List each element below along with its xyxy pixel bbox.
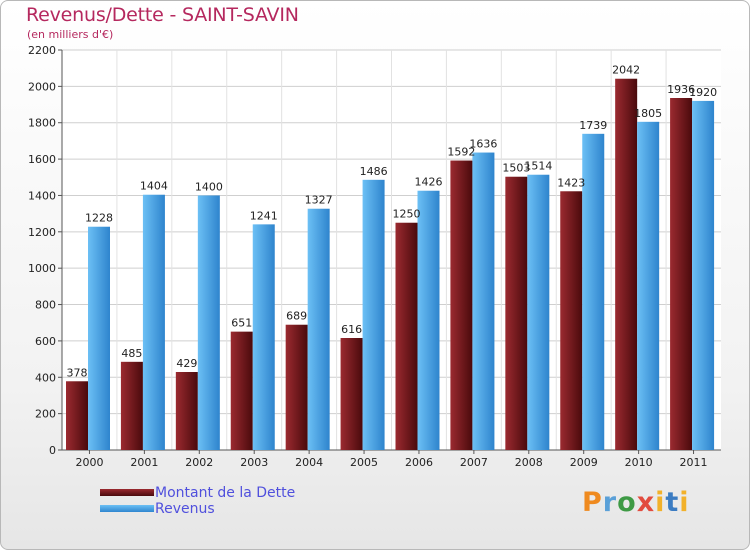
x-tick-label: 2004 (295, 456, 323, 469)
y-tick-label: 200 (35, 408, 56, 421)
bar-revenus (197, 195, 220, 450)
bar-dette (175, 372, 198, 450)
y-tick-label: 2000 (28, 80, 56, 93)
data-label: 1241 (250, 209, 278, 222)
data-label: 429 (176, 357, 197, 370)
legend-swatch-dette (100, 489, 154, 496)
x-tick-label: 2011 (680, 456, 708, 469)
x-tick-label: 2002 (185, 456, 213, 469)
logo-letter: x (636, 487, 656, 518)
y-tick-label: 800 (35, 299, 56, 312)
bar-revenus (142, 194, 165, 450)
data-label: 1426 (415, 176, 443, 189)
x-tick-label: 2005 (350, 456, 378, 469)
bar-dette (120, 361, 143, 450)
data-label: 2042 (612, 64, 640, 77)
bar-dette (505, 176, 528, 450)
logo-letter: i (679, 487, 690, 518)
legend-label-revenus: Revenus (155, 501, 215, 517)
bar-revenus (362, 179, 385, 450)
y-tick-label: 2200 (28, 44, 56, 57)
legend-swatch-revenus (100, 505, 154, 512)
data-label: 1400 (195, 180, 223, 193)
bar-dette (395, 222, 418, 450)
data-label: 1636 (469, 138, 497, 151)
bar-dette (230, 331, 253, 450)
bar-dette (450, 160, 473, 450)
proxiti-logo: Proxiti (582, 487, 690, 518)
y-tick-label: 0 (49, 444, 56, 457)
logo-letter: t (665, 487, 680, 518)
data-label: 1327 (305, 194, 333, 207)
logo-letter: P (582, 487, 603, 518)
bar-dette (560, 191, 583, 451)
bar-revenus (582, 133, 605, 450)
bar-dette (285, 324, 308, 450)
data-label: 1592 (447, 146, 475, 159)
data-label: 1920 (689, 86, 717, 99)
y-tick-label: 1800 (28, 117, 56, 130)
bar-revenus (692, 100, 715, 450)
legend-label-dette: Montant de la Dette (155, 485, 296, 501)
x-tick-label: 2001 (130, 456, 158, 469)
bar-revenus (307, 208, 330, 450)
data-label: 1739 (579, 119, 607, 132)
bar-dette (66, 381, 88, 450)
y-tick-label: 1000 (28, 262, 56, 275)
x-tick-label: 2006 (405, 456, 433, 469)
data-label: 1503 (502, 162, 530, 175)
bar-revenus (527, 174, 550, 450)
x-tick-label: 2009 (570, 456, 598, 469)
x-tick-label: 2007 (460, 456, 488, 469)
chart-title: Revenus/Dette - SAINT-SAVIN (26, 4, 299, 26)
y-tick-label: 1400 (28, 189, 56, 202)
y-tick-label: 1600 (28, 153, 56, 166)
x-tick-label: 2010 (625, 456, 653, 469)
y-tick-label: 1200 (28, 226, 56, 239)
data-label: 689 (286, 310, 307, 323)
data-label: 616 (341, 323, 362, 336)
data-label: 1404 (140, 180, 168, 193)
bar-revenus (417, 190, 440, 450)
data-label: 485 (121, 347, 142, 360)
data-label: 651 (231, 317, 252, 330)
y-tick-label: 600 (35, 335, 56, 348)
bar-revenus (252, 224, 275, 450)
data-label: 1250 (393, 208, 421, 221)
data-label: 378 (67, 366, 88, 379)
chart-subtitle: (en milliers d'€) (27, 28, 114, 41)
x-tick-label: 2008 (515, 456, 543, 469)
bar-dette (670, 98, 693, 450)
bar-revenus (637, 121, 660, 451)
data-label: 1936 (667, 83, 695, 96)
data-label: 1805 (634, 107, 662, 120)
x-tick-label: 2003 (240, 456, 268, 469)
bar-revenus (88, 226, 110, 450)
data-label: 1514 (524, 160, 552, 173)
data-label: 1228 (85, 212, 113, 225)
y-tick-label: 400 (35, 371, 56, 384)
data-label: 1486 (360, 165, 388, 178)
bar-dette (340, 338, 363, 450)
bar-dette (615, 78, 638, 451)
x-tick-label: 2000 (75, 456, 103, 469)
bar-revenus (472, 152, 495, 450)
logo-letter: r (602, 487, 618, 518)
logo-letter: o (617, 487, 637, 518)
data-label: 1423 (557, 176, 585, 189)
logo-letter: i (655, 487, 666, 518)
